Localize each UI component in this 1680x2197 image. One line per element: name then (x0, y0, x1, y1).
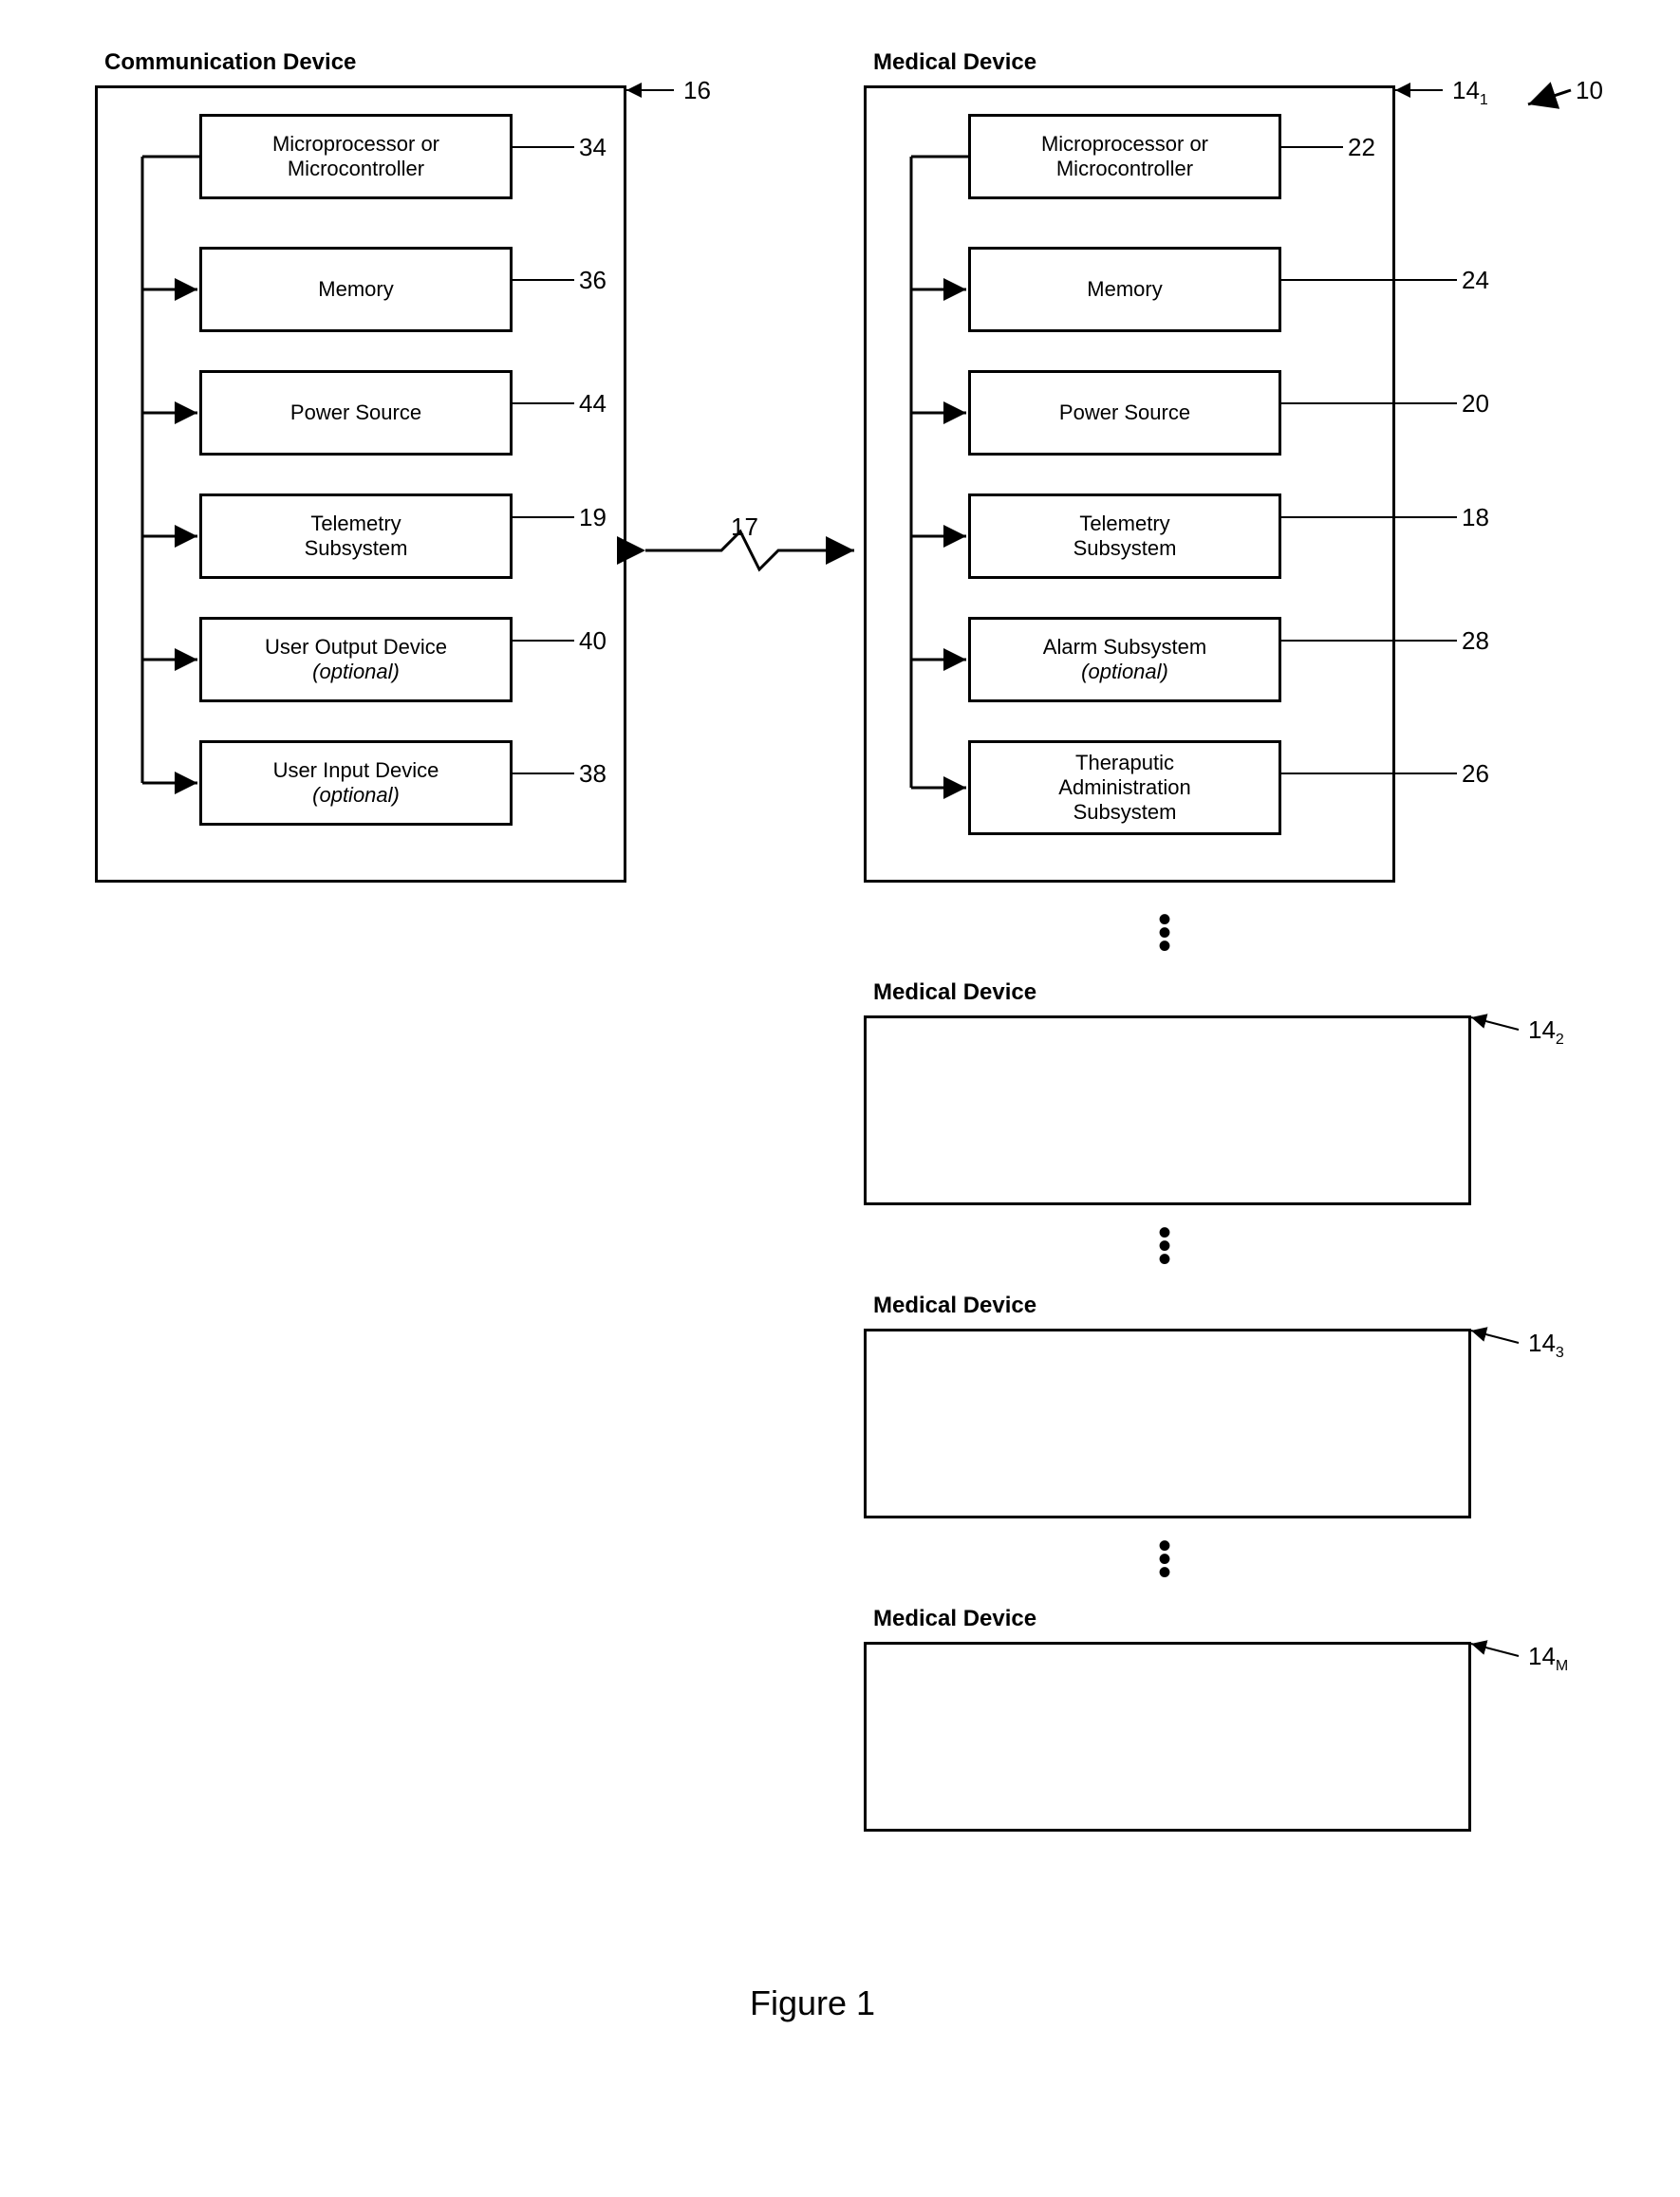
ref-38: 38 (579, 759, 607, 789)
cd-mem-block: Memory (199, 247, 513, 332)
vdots-1: ••• (1158, 916, 1171, 956)
md-pwr-block: Power Source (968, 370, 1281, 456)
ref-16: 16 (683, 76, 711, 105)
ref-40: 40 (579, 626, 607, 656)
cd-in-block: User Input Device (optional) (199, 740, 513, 826)
cd-pwr-block: Power Source (199, 370, 513, 456)
ref-36: 36 (579, 266, 607, 295)
ref-14-2: 142 (1528, 1015, 1564, 1049)
figure-label: Figure 1 (750, 1983, 875, 2023)
ref-14-3: 143 (1528, 1329, 1564, 1362)
vdots-3: ••• (1158, 1542, 1171, 1582)
med-device-3-title: Medical Device (873, 1293, 1036, 1319)
md-mem-block: Memory (968, 247, 1281, 332)
cd-tel-block: Telemetry Subsystem (199, 493, 513, 579)
med-device-1-title: Medical Device (873, 49, 1036, 76)
ref-19: 19 (579, 503, 607, 532)
ref-17: 17 (731, 512, 758, 542)
md-alarm-block: Alarm Subsystem (optional) (968, 617, 1281, 702)
ref-14-m: 14M (1528, 1642, 1568, 1675)
ref-44: 44 (579, 389, 607, 419)
md-ther-block: Theraputic Administration Subsystem (968, 740, 1281, 835)
med-device-2-title: Medical Device (873, 979, 1036, 1006)
md-tel-block: Telemetry Subsystem (968, 493, 1281, 579)
ref-10: 10 (1576, 76, 1603, 105)
system-diagram: Communication Device Microprocessor or M… (38, 38, 1642, 2159)
ref-18: 18 (1462, 503, 1489, 532)
ref-22: 22 (1348, 133, 1375, 162)
vdots-2: ••• (1158, 1229, 1171, 1269)
md-mpu-block: Microprocessor or Microcontroller (968, 114, 1281, 199)
cd-out-block: User Output Device (optional) (199, 617, 513, 702)
med-device-2-box (864, 1015, 1471, 1205)
comm-device-title: Communication Device (104, 49, 356, 76)
med-device-m-box (864, 1642, 1471, 1832)
ref-26: 26 (1462, 759, 1489, 789)
ref-20: 20 (1462, 389, 1489, 419)
ref-14-1: 141 (1452, 76, 1488, 109)
med-device-3-box (864, 1329, 1471, 1518)
ref-24: 24 (1462, 266, 1489, 295)
ref-28: 28 (1462, 626, 1489, 656)
med-device-m-title: Medical Device (873, 1606, 1036, 1632)
ref-34: 34 (579, 133, 607, 162)
cd-mpu-block: Microprocessor or Microcontroller (199, 114, 513, 199)
